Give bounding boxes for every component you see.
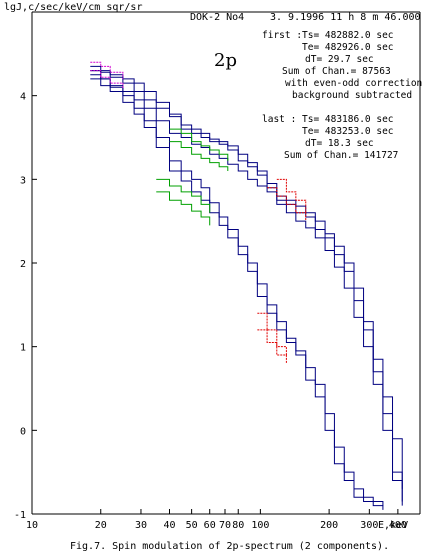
series-line	[257, 329, 287, 364]
first-ts: Ts= 482882.0 sec	[302, 30, 394, 41]
caption: Fig.7. Spin modulation of 2p-spectrum (2…	[70, 541, 389, 552]
first-header: first :	[262, 30, 302, 41]
first-te: Te= 482926.0 sec	[302, 42, 394, 53]
y-tick-label: 2	[20, 259, 26, 270]
y-tick-label: 0	[20, 426, 26, 437]
last-te: Te= 483253.0 sec	[302, 126, 394, 137]
x-tick-label: 20	[95, 520, 107, 531]
series-line	[267, 187, 307, 222]
species-label: 2p	[214, 50, 237, 71]
x-tick-label: 60	[204, 520, 216, 531]
y-tick-label: 3	[20, 175, 26, 186]
x-tick-label: 40	[163, 520, 175, 531]
x-tick-label: 80	[232, 520, 244, 531]
x-tick-label: 400	[389, 520, 407, 531]
x-tick-label: 50	[186, 520, 198, 531]
last-sum: Sum of Chan.= 141727	[284, 150, 398, 161]
x-tick-label: 200	[320, 520, 338, 531]
x-tick-label: 30	[135, 520, 147, 531]
series-line	[169, 128, 229, 161]
first-dt: dT= 29.7 sec	[305, 54, 374, 65]
y-axis-label: lgJ,c/sec/keV/cm sqr/sr	[4, 2, 142, 13]
x-tick-label: 70	[219, 520, 231, 531]
series-line	[90, 61, 124, 79]
y-tick-label: -1	[14, 510, 26, 521]
y-tick-label: 1	[20, 343, 26, 354]
first-note2: background subtracted	[292, 90, 412, 101]
last-dt: dT= 18.3 sec	[305, 138, 374, 149]
x-tick-label: 300	[360, 520, 378, 531]
series-line	[90, 65, 403, 489]
chart-title: DOK-2 No4	[190, 12, 244, 23]
series-line	[169, 141, 229, 171]
datetime: 3. 9.1996 11 h 8 m 46.000 s	[270, 12, 425, 23]
series-group	[90, 61, 403, 510]
x-tick-label: 10	[26, 520, 38, 531]
series-line	[156, 191, 211, 226]
x-tick-label: 100	[251, 520, 269, 531]
series-line	[276, 178, 307, 213]
ticks: 10 20 30 40 50 60 70 80 100 200 300 400 -1 0 1 2 3 4	[14, 92, 407, 531]
series-line	[257, 312, 287, 356]
first-sum: Sum of Chan.= 87563	[282, 66, 391, 77]
last-ts: Ts= 483186.0 sec	[302, 114, 394, 125]
series-line	[90, 70, 384, 506]
y-tick-label: 4	[20, 92, 26, 103]
x-axis-label: E,keV	[378, 520, 408, 531]
last-header: last :	[262, 114, 296, 125]
series-line	[90, 74, 403, 502]
first-note1: with even-odd correction	[285, 78, 422, 89]
series-line	[90, 70, 124, 89]
series-line	[156, 178, 211, 213]
